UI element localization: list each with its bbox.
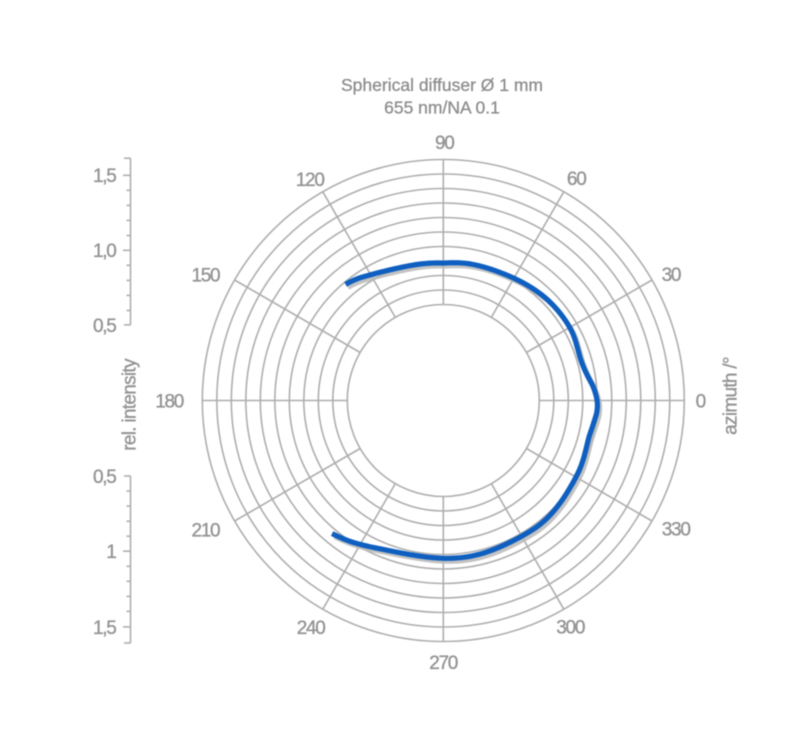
svg-text:300: 300 bbox=[556, 617, 585, 638]
svg-text:270: 270 bbox=[429, 653, 458, 674]
svg-text:1,5: 1,5 bbox=[93, 166, 116, 187]
svg-text:330: 330 bbox=[662, 520, 691, 541]
svg-text:180: 180 bbox=[155, 392, 184, 413]
svg-text:0,5: 0,5 bbox=[93, 467, 116, 488]
svg-text:30: 30 bbox=[662, 265, 681, 286]
svg-text:655 nm/NA 0.1: 655 nm/NA 0.1 bbox=[384, 98, 500, 118]
svg-text:210: 210 bbox=[191, 520, 220, 541]
svg-text:rel. intensity: rel. intensity bbox=[119, 358, 140, 451]
svg-text:240: 240 bbox=[297, 618, 326, 639]
svg-text:90: 90 bbox=[435, 133, 454, 154]
svg-text:Spherical diffuser Ø 1 mm: Spherical diffuser Ø 1 mm bbox=[341, 75, 543, 95]
svg-text:1: 1 bbox=[106, 542, 116, 563]
svg-text:150: 150 bbox=[191, 265, 220, 286]
svg-text:0,5: 0,5 bbox=[93, 316, 116, 337]
svg-text:1,5: 1,5 bbox=[93, 618, 116, 639]
svg-text:120: 120 bbox=[296, 170, 325, 191]
svg-text:0: 0 bbox=[696, 392, 706, 413]
svg-text:1,0: 1,0 bbox=[93, 241, 116, 262]
svg-text:60: 60 bbox=[567, 169, 586, 190]
svg-text:azimuth /°: azimuth /° bbox=[720, 357, 741, 435]
